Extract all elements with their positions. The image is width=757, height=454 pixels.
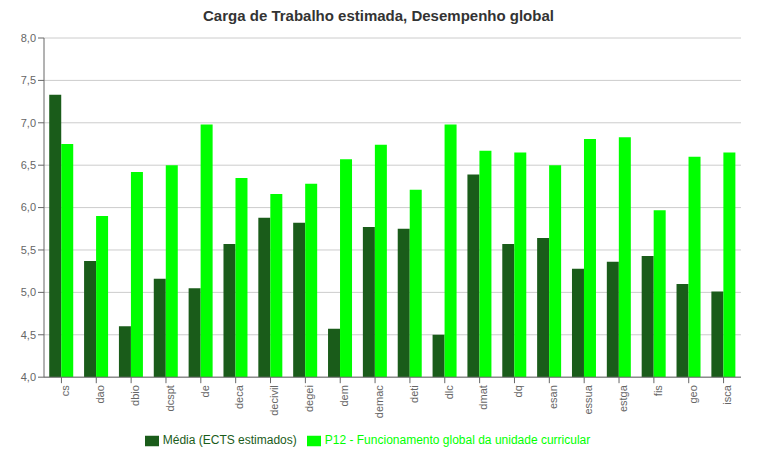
svg-text:essua: essua (582, 384, 594, 414)
html-text:P12 - Funcionamento global da: P12 - Funcionamento global da unidade cu… (324, 433, 591, 448)
svg-text:degei: degei (303, 385, 315, 412)
svg-text:esan: esan (547, 385, 559, 409)
html-text:Média (ECTS estimados): Média (ECTS estimados) (162, 433, 297, 448)
svg-text:dao: dao (94, 385, 106, 403)
svg-text:dq: dq (512, 385, 524, 397)
svg-text:dem: dem (338, 385, 350, 406)
svg-text:dcspt: dcspt (164, 385, 176, 411)
svg-text:cs: cs (59, 385, 71, 397)
svg-text:dlc: dlc (443, 385, 455, 400)
svg-text:5,5: 5,5 (21, 244, 36, 256)
svg-text:7,5: 7,5 (21, 74, 36, 86)
svg-text:fis: fis (652, 385, 664, 397)
svg-text:4,5: 4,5 (21, 329, 36, 341)
svg-text:8,0: 8,0 (21, 32, 36, 44)
svg-text:demac: demac (373, 385, 385, 419)
svg-text:estga: estga (617, 384, 629, 412)
svg-text:7,0: 7,0 (21, 117, 36, 129)
svg-text:geo: geo (687, 385, 699, 403)
svg-text:5,0: 5,0 (21, 286, 36, 298)
svg-text:dmat: dmat (477, 385, 489, 409)
svg-text:4,0: 4,0 (21, 371, 36, 383)
svg-text:dbio: dbio (129, 385, 141, 406)
svg-text:6,0: 6,0 (21, 201, 36, 213)
svg-text:deti: deti (408, 385, 420, 403)
html-text:Carga de Trabalho estimada, De: Carga de Trabalho estimada, Desempenho g… (203, 7, 554, 24)
svg-text:isca: isca (721, 384, 733, 404)
svg-text:6,5: 6,5 (21, 159, 36, 171)
svg-text:decivil: decivil (268, 385, 280, 416)
svg-text:de: de (199, 385, 211, 397)
svg-text:deca: deca (233, 384, 245, 409)
